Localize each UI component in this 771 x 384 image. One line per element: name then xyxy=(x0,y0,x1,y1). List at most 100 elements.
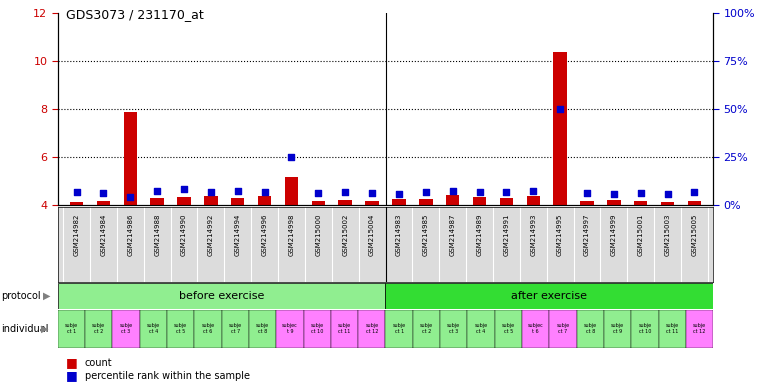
Text: GSM214991: GSM214991 xyxy=(503,214,510,256)
Point xyxy=(608,191,620,197)
Point xyxy=(662,191,674,197)
Text: subje
ct 8: subje ct 8 xyxy=(584,323,597,334)
Point xyxy=(392,191,405,197)
Text: subje
ct 1: subje ct 1 xyxy=(65,323,78,334)
Bar xyxy=(304,310,331,348)
Bar xyxy=(284,177,298,205)
Text: GSM215002: GSM215002 xyxy=(342,214,348,256)
Text: subje
ct 4: subje ct 4 xyxy=(474,323,487,334)
Text: individual: individual xyxy=(2,324,49,334)
Text: GSM214988: GSM214988 xyxy=(154,214,160,256)
Bar xyxy=(70,202,83,205)
Bar xyxy=(549,310,577,348)
Point xyxy=(285,154,298,161)
Bar xyxy=(231,198,244,205)
Text: GSM214995: GSM214995 xyxy=(557,214,563,256)
Bar xyxy=(661,202,674,205)
Bar xyxy=(258,196,271,205)
Text: GSM214983: GSM214983 xyxy=(396,214,402,256)
Bar xyxy=(440,310,467,348)
Bar xyxy=(473,197,487,205)
Bar xyxy=(495,310,522,348)
Text: subje
ct 7: subje ct 7 xyxy=(557,323,570,334)
Bar xyxy=(631,310,658,348)
Point xyxy=(689,189,701,195)
Text: subje
ct 5: subje ct 5 xyxy=(502,323,515,334)
Point xyxy=(312,190,325,197)
Bar xyxy=(221,310,249,348)
Bar xyxy=(338,200,352,205)
Text: subje
ct 8: subje ct 8 xyxy=(256,323,269,334)
Point xyxy=(446,188,459,194)
Point xyxy=(635,190,647,196)
Text: subje
ct 2: subje ct 2 xyxy=(420,323,433,334)
Text: subje
ct 11: subje ct 11 xyxy=(665,323,678,334)
Point xyxy=(178,186,190,192)
Bar xyxy=(686,310,713,348)
Point xyxy=(97,190,109,196)
Text: GSM214994: GSM214994 xyxy=(235,214,241,256)
Bar xyxy=(386,310,412,348)
Point xyxy=(581,190,593,197)
Bar xyxy=(658,310,686,348)
Text: before exercise: before exercise xyxy=(179,291,264,301)
Point xyxy=(205,189,217,195)
Text: ▶: ▶ xyxy=(41,324,49,334)
Text: subje
ct 2: subje ct 2 xyxy=(93,323,106,334)
Point xyxy=(151,187,163,194)
Bar xyxy=(113,310,140,348)
Text: count: count xyxy=(85,358,113,368)
Bar xyxy=(150,198,164,205)
Bar xyxy=(167,310,194,348)
Text: GSM215003: GSM215003 xyxy=(665,214,671,256)
Bar xyxy=(467,310,495,348)
Text: subje
ct 1: subje ct 1 xyxy=(392,323,406,334)
Text: GSM214990: GSM214990 xyxy=(181,214,187,256)
Point xyxy=(527,187,540,194)
Point xyxy=(366,190,379,196)
Point xyxy=(419,189,432,195)
Bar xyxy=(359,310,386,348)
Text: subjec
t 6: subjec t 6 xyxy=(528,323,544,334)
Point xyxy=(339,189,352,195)
Bar xyxy=(331,310,359,348)
Text: GSM214998: GSM214998 xyxy=(288,214,295,256)
Bar xyxy=(85,310,113,348)
Bar xyxy=(581,201,594,205)
Point xyxy=(70,189,82,195)
Bar xyxy=(177,197,190,205)
Bar xyxy=(688,201,701,205)
Bar xyxy=(58,283,386,309)
Bar xyxy=(604,310,631,348)
Text: ■: ■ xyxy=(66,369,77,382)
Text: GSM214997: GSM214997 xyxy=(584,214,590,256)
Bar xyxy=(554,52,567,205)
Bar xyxy=(577,310,604,348)
Text: GSM214984: GSM214984 xyxy=(100,214,106,256)
Text: subje
ct 12: subje ct 12 xyxy=(693,323,706,334)
Bar xyxy=(365,201,379,205)
Bar xyxy=(194,310,222,348)
Text: GSM215001: GSM215001 xyxy=(638,214,644,256)
Bar xyxy=(527,196,540,205)
Point xyxy=(124,194,136,200)
Text: subje
ct 4: subje ct 4 xyxy=(146,323,160,334)
Text: GSM215000: GSM215000 xyxy=(315,214,322,256)
Bar xyxy=(522,310,549,348)
Text: GSM214989: GSM214989 xyxy=(476,214,483,256)
Bar xyxy=(58,310,85,348)
Text: GSM214987: GSM214987 xyxy=(449,214,456,256)
Text: subje
ct 5: subje ct 5 xyxy=(174,323,187,334)
Point xyxy=(554,106,566,113)
Text: subjec
t 9: subjec t 9 xyxy=(282,323,298,334)
Text: ▶: ▶ xyxy=(43,291,51,301)
Bar xyxy=(446,195,460,205)
Text: GDS3073 / 231170_at: GDS3073 / 231170_at xyxy=(66,8,204,21)
Text: subje
ct 10: subje ct 10 xyxy=(638,323,651,334)
Text: protocol: protocol xyxy=(2,291,41,301)
Text: subje
ct 3: subje ct 3 xyxy=(447,323,460,334)
Text: subje
ct 7: subje ct 7 xyxy=(229,323,242,334)
Text: subje
ct 10: subje ct 10 xyxy=(311,323,324,334)
Point xyxy=(500,189,513,195)
Bar xyxy=(500,198,513,205)
